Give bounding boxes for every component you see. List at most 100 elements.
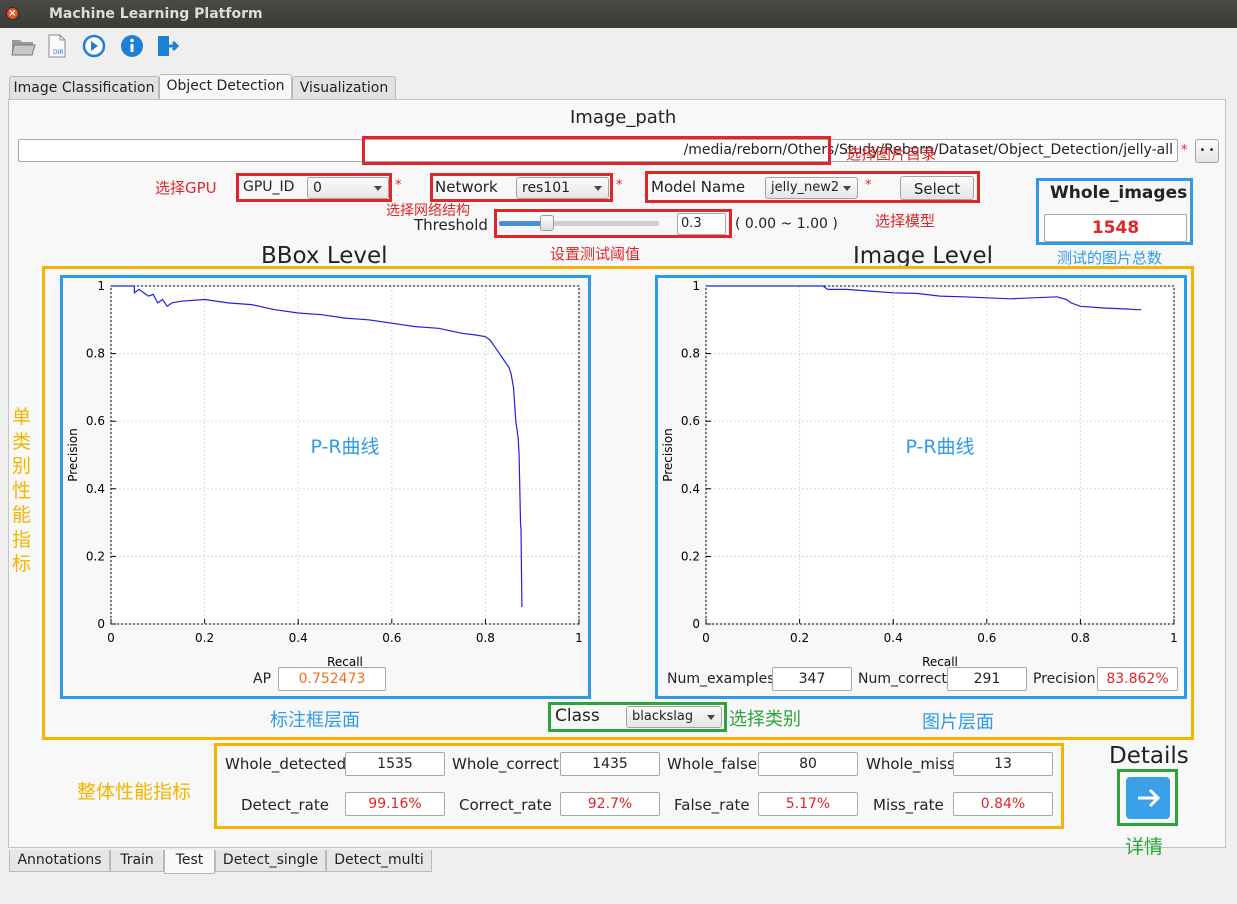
threshold-slider[interactable]	[499, 215, 659, 231]
gpu-label: GPU_ID	[243, 179, 295, 195]
class-select[interactable]: blackslag	[626, 706, 722, 728]
tab-visualization[interactable]: Visualization	[292, 76, 396, 100]
detect-rate-value: 99.16%	[345, 792, 445, 816]
network-highlight	[430, 173, 613, 202]
tab-annotations[interactable]: Annotations	[9, 850, 110, 872]
chevron-down-icon	[374, 186, 382, 191]
annotation-char: 能	[12, 504, 32, 526]
chevron-down-icon	[594, 186, 602, 191]
annotation-select-dir: 选择图片目录	[846, 145, 937, 163]
tab-train[interactable]: Train	[110, 850, 164, 872]
image-path-highlight	[362, 136, 831, 165]
annotation-select-class: 选择类别	[729, 709, 801, 730]
x-tick-label: 0.4	[884, 631, 903, 645]
false-rate-value: 5.17%	[758, 792, 858, 816]
details-highlight	[1117, 769, 1178, 826]
x-tick-label: 0	[107, 631, 115, 645]
title-bar: × Machine Learning Platform	[0, 0, 1237, 28]
y-tick-label: 0.8	[86, 347, 105, 361]
tab-image-classification[interactable]: Image Classification	[9, 76, 159, 100]
gpu-highlight	[236, 173, 392, 202]
detect-rate-label: Detect_rate	[241, 796, 329, 814]
annotation-overall-metrics: 整体性能指标	[77, 781, 192, 803]
num-examples-value: 347	[772, 667, 852, 691]
chevron-down-icon	[843, 186, 851, 191]
arrow-right-icon	[1138, 788, 1161, 808]
ap-label: AP	[253, 671, 272, 687]
y-tick-label: 0.4	[86, 482, 105, 496]
model-select[interactable]: jelly_new2	[765, 177, 858, 199]
chevron-down-icon	[707, 715, 715, 720]
whole-images-value: 1548	[1044, 214, 1187, 242]
open-dir-icon[interactable]: DIR	[44, 33, 70, 59]
threshold-input[interactable]: 0.3	[677, 213, 726, 235]
x-tick-label: 0.2	[195, 631, 214, 645]
required-star: *	[395, 178, 402, 193]
threshold-slider-fill	[499, 221, 547, 226]
close-window-button[interactable]: ×	[6, 7, 19, 20]
run-icon[interactable]	[81, 33, 107, 59]
correct-rate-value: 92.7%	[560, 792, 660, 816]
whole-miss-value: 13	[953, 752, 1053, 776]
image-path-title: Image_path	[570, 107, 677, 128]
select-model-button[interactable]: Select	[900, 176, 974, 200]
tab-detect-single[interactable]: Detect_single	[215, 850, 326, 872]
threshold-highlight	[494, 209, 732, 238]
required-star: *	[616, 178, 623, 193]
open-folder-icon[interactable]	[10, 33, 36, 59]
y-tick-label: 0	[692, 617, 700, 631]
annotation-char: 性	[12, 479, 32, 502]
image-path-input[interactable]: /media/reborn/Others/Study/Reborn/Datase…	[18, 139, 1178, 162]
dir-badge: DIR	[53, 49, 64, 56]
y-axis-label: Precision	[66, 428, 80, 482]
precision-label: Precision	[1033, 671, 1096, 687]
exit-icon[interactable]	[155, 33, 181, 59]
plot-area	[705, 285, 1175, 625]
x-tick-label: 0.8	[476, 631, 495, 645]
overall-metrics-highlight	[214, 743, 1064, 829]
model-label: Model Name	[651, 178, 746, 196]
tab-object-detection[interactable]: Object Detection	[159, 74, 292, 100]
annotation-char: 指	[12, 528, 32, 551]
x-axis-label: Recall	[922, 655, 958, 668]
bbox-chart-highlight	[60, 275, 591, 699]
annotation-char: 标	[12, 553, 32, 575]
network-select[interactable]: res101	[516, 177, 609, 199]
whole-detected-label: Whole_detected	[225, 755, 347, 773]
threshold-label: Threshold	[414, 216, 488, 234]
gpu-select[interactable]: 0	[307, 177, 389, 199]
y-tick-label: 0.8	[681, 347, 700, 361]
image-level-title: Image Level	[853, 243, 994, 269]
info-icon[interactable]	[119, 33, 145, 59]
model-highlight	[645, 171, 980, 203]
num-correct-label: Num_correct	[858, 671, 948, 687]
threshold-range: ( 0.00 ~ 1.00 )	[735, 216, 838, 232]
x-tick-label: 1	[575, 631, 583, 645]
details-title: Details	[1109, 743, 1189, 769]
miss-rate-value: 0.84%	[953, 792, 1053, 816]
tab-detect-multi[interactable]: Detect_multi	[326, 850, 432, 872]
tab-test[interactable]: Test	[164, 850, 215, 874]
annotation-char: 单	[12, 406, 32, 428]
details-button[interactable]	[1126, 777, 1170, 819]
required-star: *	[1181, 143, 1188, 158]
bbox-level-title: BBox Level	[261, 243, 388, 269]
whole-false-value: 80	[758, 752, 858, 776]
y-tick-label: 0.6	[681, 414, 700, 428]
y-tick-label: 0.2	[681, 549, 700, 563]
annotation-char: 类	[12, 430, 32, 453]
network-label: Network	[435, 178, 498, 196]
threshold-slider-handle[interactable]	[540, 215, 554, 231]
window-title: Machine Learning Platform	[49, 6, 263, 22]
false-rate-label: False_rate	[674, 796, 750, 814]
whole-images-highlight	[1036, 178, 1193, 245]
annotation-bbox-layer: 标注框层面	[270, 710, 360, 731]
network-value: res101	[522, 180, 571, 196]
bbox-pr-chart: 0 0.2 0.4 0.6 0.8 1 0 0.2 0.4 0.6 0.8 1 Recall Precis…	[66, 279, 583, 668]
pr-curve-annotation: P-R曲线	[310, 436, 379, 458]
browse-button[interactable]: • •	[1195, 139, 1219, 163]
pr-curve-line	[111, 285, 523, 608]
image-chart-highlight	[655, 275, 1187, 699]
y-tick-label: 1	[97, 279, 105, 293]
annotation-total-images: 测试的图片总数	[1057, 249, 1163, 267]
